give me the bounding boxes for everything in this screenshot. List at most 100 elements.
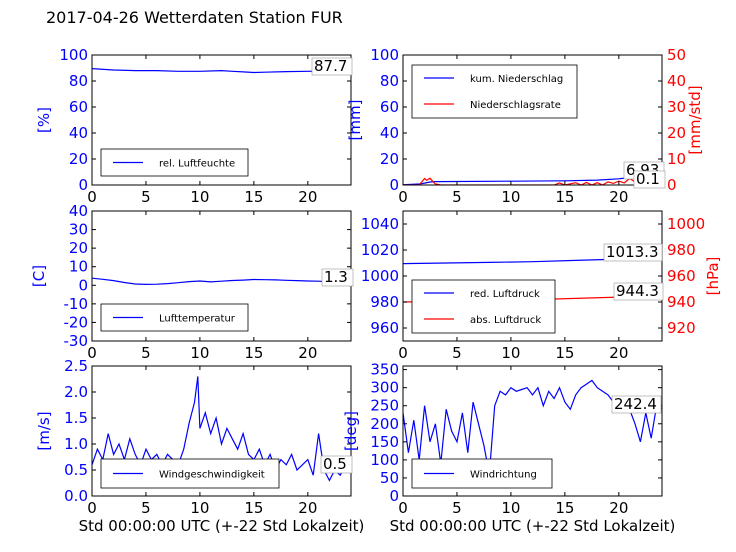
x-tick-label: 0 [398,344,408,362]
x-tick-label: 20 [298,499,317,517]
value-badge [603,243,663,262]
y-axis-label: [m/s] [35,411,53,450]
x-tick-label: 10 [190,499,209,517]
y-tick-label: 0 [389,176,399,194]
legend-label: abs. Luftdruck [470,315,541,326]
y-tick-label: 0 [78,176,88,194]
y-tick-label: 1020 [361,241,399,259]
y-tick-label: 10 [69,258,88,276]
y-tick-label: 80 [69,72,88,90]
y-tick-label: 0.5 [64,461,88,479]
y-axis-label: [%] [35,107,53,133]
y-tick-label: 1.5 [64,409,88,427]
y-tick-label: 250 [370,397,399,415]
legend-box [411,64,578,119]
x-tick-label: 0 [398,188,408,206]
legend-label: Lufttemperatur [159,314,236,325]
x-tick-label: 15 [555,499,574,517]
y-tick-label: 100 [59,46,88,64]
x-tick-label: 20 [298,344,317,362]
y2-tick-label: 30 [667,98,686,116]
axes-frame [91,54,352,186]
y-tick-label: 50 [380,469,399,487]
y-tick-label: 20 [69,239,88,257]
chart-panel-wind_speed: 0 5 10 15 20 0.0 0.5 1.0 1.5 2.0 2.5 [m/s] Std 00:00… [35,357,364,535]
legend-box [411,279,556,334]
y2-tick-label: 980 [667,241,696,259]
x-tick-label: 15 [555,188,574,206]
x-tick-label: 0 [87,344,97,362]
x-tick-label: 0 [87,188,97,206]
value-label: 1.3 [324,268,348,286]
x-tick-label: 20 [609,344,628,362]
x-tick-label: 0 [87,499,97,517]
y-tick-label: 20 [69,150,88,168]
value-badge [633,170,666,189]
y2-tick-label: 20 [667,124,686,142]
x-tick-label: 5 [452,499,462,517]
y-tick-label: 0.0 [64,487,88,505]
x-tick-label: 20 [609,499,628,517]
y-tick-label: 100 [370,451,399,469]
y-tick-label: 1040 [361,215,399,233]
y-tick-label: 200 [370,415,399,433]
axes-frame [402,365,663,497]
value-label: 1013.3 [606,243,659,261]
x-tick-label: 5 [452,344,462,362]
x-tick-label: 10 [190,344,209,362]
value-badge [611,395,662,414]
y-tick-label: 0 [78,276,88,294]
y-tick-label: -30 [64,332,89,350]
chart-panel-pressure: 0 5 10 15 20 960 980 1000 1020 1040 920 940 960 980 10… [361,210,722,362]
y-axis-label: [C] [30,265,48,287]
chart-panel-temperature: 0 5 10 15 20-30-20-10010203040[C]Lufttempera… [30,202,354,362]
y2-tick-label: 920 [667,319,696,337]
y-tick-label: 80 [380,72,399,90]
y-axis-label: [mm] [346,100,364,141]
page-title: 2017-04-26 Wetterdaten Station FUR [46,8,343,27]
y2-tick-label: 10 [667,150,686,168]
value-label: 944.3 [616,282,659,300]
legend-label: Niederschlagsrate [470,100,561,111]
y2-tick-label: 40 [667,72,686,90]
y-tick-label: 40 [69,202,88,220]
y-tick-label: 2.5 [64,357,88,375]
y-tick-label: 1000 [361,267,399,285]
y-tick-label: 30 [69,221,88,239]
value-label: 0.1 [636,170,660,188]
x-tick-label: 5 [452,188,462,206]
x-tick-label: 10 [501,188,520,206]
x-tick-label: 10 [501,499,520,517]
series-line-temperature-0 [92,277,351,286]
x-tick-label: 10 [501,344,520,362]
legend-label: rel. Luftfeuchte [159,159,235,170]
y-tick-label: 0 [389,487,399,505]
y-tick-label: 100 [370,46,399,64]
y-tick-label: 350 [370,361,399,379]
y-tick-label: 2.0 [64,383,88,401]
value-badge [311,57,353,76]
y-tick-label: 20 [380,150,399,168]
y2-tick-label: 1000 [667,215,705,233]
y-tick-label: -10 [64,295,89,313]
chart-panel-precipitation: 0 5 10 15 20 0 20 40 60 80 100 0 10 20 30 40 50 [mm] [mm/s… [346,46,704,206]
value-badge [613,282,664,301]
y-tick-label: 960 [370,319,399,337]
y2-axis-label: [hPa] [704,257,722,296]
x-tick-label: 5 [141,188,151,206]
value-label: 0.5 [323,455,347,473]
x-tick-label: 10 [190,188,209,206]
y2-tick-label: 940 [667,293,696,311]
value-label: 87.7 [314,57,347,75]
x-tick-label: 0 [398,499,408,517]
x-tick-label: 20 [609,188,628,206]
y-tick-label: 40 [69,124,88,142]
x-tick-label: 5 [141,344,151,362]
axes-frame [402,54,663,186]
y2-tick-label: 50 [667,46,686,64]
x-tick-label: 20 [298,188,317,206]
legend-label: red. Luftdruck [470,289,540,300]
y-tick-label: 150 [370,433,399,451]
